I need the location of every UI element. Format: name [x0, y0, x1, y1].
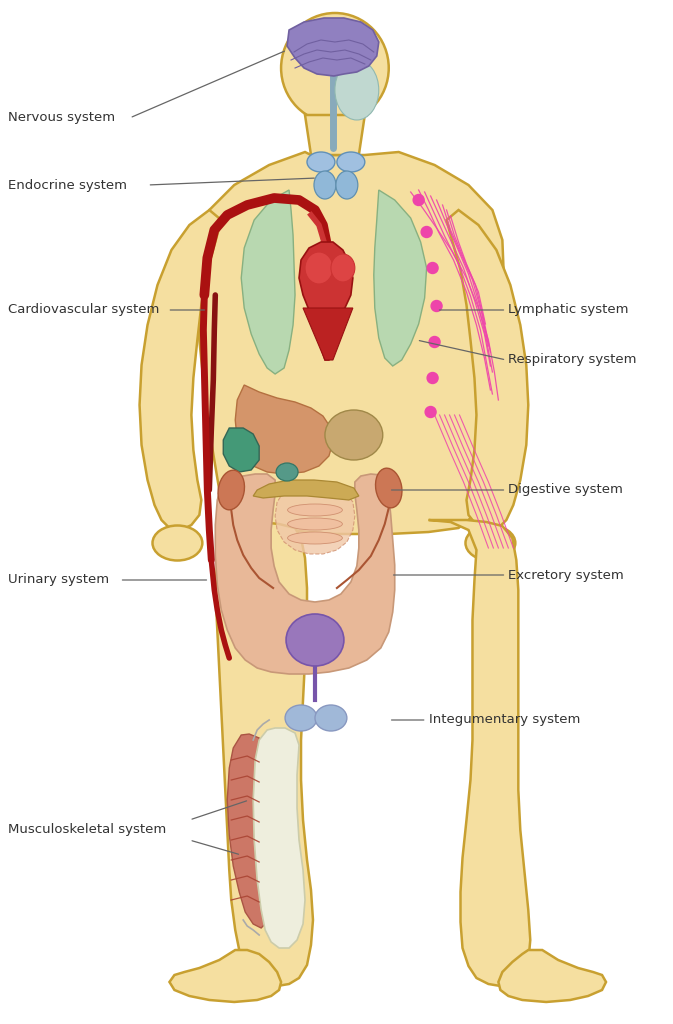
Ellipse shape	[314, 171, 336, 199]
Ellipse shape	[287, 504, 343, 516]
Polygon shape	[303, 308, 353, 360]
Ellipse shape	[218, 470, 244, 510]
Polygon shape	[287, 18, 379, 76]
Ellipse shape	[336, 171, 358, 199]
Ellipse shape	[285, 705, 317, 731]
Polygon shape	[253, 480, 359, 500]
Polygon shape	[215, 474, 395, 674]
Polygon shape	[139, 210, 221, 530]
Polygon shape	[253, 728, 305, 948]
Text: Endocrine system: Endocrine system	[8, 178, 127, 191]
Text: Respiratory system: Respiratory system	[508, 353, 637, 367]
Text: Integumentary system: Integumentary system	[429, 714, 580, 726]
Ellipse shape	[337, 152, 365, 172]
Polygon shape	[215, 520, 313, 986]
Ellipse shape	[305, 252, 333, 284]
Ellipse shape	[276, 463, 298, 481]
Circle shape	[427, 373, 438, 384]
Ellipse shape	[466, 525, 516, 560]
Polygon shape	[305, 115, 365, 155]
Ellipse shape	[287, 518, 343, 530]
Polygon shape	[197, 152, 504, 534]
Text: Excretory system: Excretory system	[508, 568, 624, 582]
Circle shape	[413, 195, 424, 206]
Circle shape	[425, 407, 436, 418]
Polygon shape	[170, 950, 281, 1002]
Ellipse shape	[335, 60, 379, 120]
Circle shape	[429, 337, 440, 347]
Text: Cardiovascular system: Cardiovascular system	[8, 303, 160, 316]
Polygon shape	[499, 950, 606, 1002]
Ellipse shape	[281, 13, 389, 123]
Ellipse shape	[376, 468, 402, 508]
Ellipse shape	[307, 152, 335, 172]
Ellipse shape	[153, 525, 203, 560]
Text: Urinary system: Urinary system	[8, 573, 109, 587]
Ellipse shape	[331, 254, 355, 282]
Circle shape	[421, 226, 432, 238]
Ellipse shape	[315, 705, 347, 731]
Polygon shape	[227, 734, 271, 928]
Ellipse shape	[325, 410, 383, 460]
Ellipse shape	[286, 614, 344, 666]
Polygon shape	[223, 428, 259, 472]
Circle shape	[427, 262, 438, 273]
Text: Nervous system: Nervous system	[8, 112, 115, 125]
Polygon shape	[236, 385, 333, 474]
Circle shape	[431, 300, 442, 311]
Polygon shape	[275, 484, 355, 554]
Text: Musculoskeletal system: Musculoskeletal system	[8, 823, 166, 837]
Polygon shape	[241, 190, 295, 374]
Polygon shape	[374, 190, 427, 366]
Polygon shape	[299, 242, 353, 360]
Ellipse shape	[287, 532, 343, 544]
Polygon shape	[447, 210, 528, 530]
Text: Lymphatic system: Lymphatic system	[508, 303, 629, 316]
Text: Digestive system: Digestive system	[508, 483, 623, 497]
Polygon shape	[429, 520, 530, 986]
